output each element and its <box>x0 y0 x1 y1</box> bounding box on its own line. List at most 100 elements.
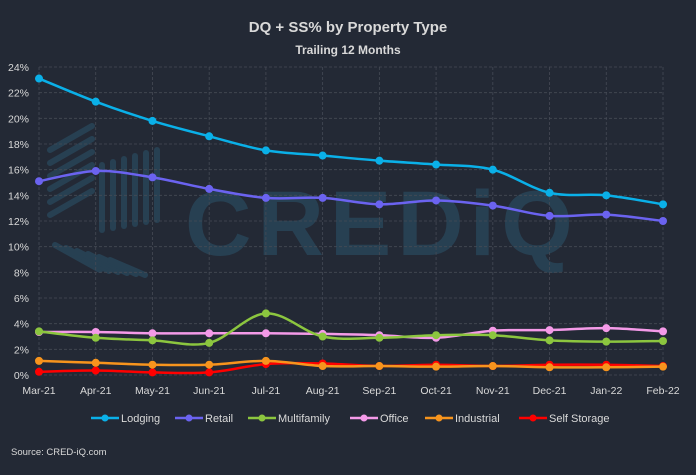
data-point-multifamily <box>602 337 611 346</box>
data-point-multifamily <box>261 309 270 318</box>
data-point-industrial <box>659 362 667 371</box>
data-point-self-storage <box>91 366 100 375</box>
legend-label: Office <box>380 413 409 425</box>
data-point-retail <box>432 196 441 205</box>
data-point-lodging <box>91 97 100 106</box>
series-line-industrial <box>38 359 664 369</box>
data-point-lodging <box>375 156 384 165</box>
legend-item-lodging: Lodging <box>91 413 160 425</box>
data-point-office <box>659 327 667 336</box>
data-point-self-storage <box>148 368 157 377</box>
data-point-lodging <box>148 116 157 125</box>
data-point-self-storage <box>35 367 43 376</box>
data-point-retail <box>148 173 157 182</box>
data-point-office <box>545 326 554 335</box>
watermark-stripe <box>47 123 95 153</box>
data-point-industrial <box>545 363 554 372</box>
y-tick-label: 4% <box>14 319 29 331</box>
data-point-office <box>602 324 611 333</box>
data-point-industrial <box>35 356 43 365</box>
legend-dot-marker <box>258 414 266 422</box>
x-tick-label: Jan-22 <box>590 385 622 397</box>
watermark-stripe <box>47 136 95 166</box>
y-tick-label: 24% <box>8 62 29 74</box>
y-tick-label: 14% <box>8 190 29 202</box>
data-point-retail <box>261 193 270 202</box>
x-tick-label: Sep-21 <box>362 385 396 397</box>
data-point-retail <box>91 166 100 175</box>
crediq-watermark-logo: CREDiQ <box>47 123 573 278</box>
data-point-office <box>205 329 214 338</box>
series-multifamily <box>35 309 667 347</box>
y-axis: 0% 2% 4% 6% 8% 10% 12% 14% 16% 18% 20% 22% 24% <box>8 62 29 382</box>
source-note: Source: CRED-iQ.com <box>11 447 107 458</box>
y-tick-label: 10% <box>8 242 29 254</box>
data-point-lodging <box>602 191 611 200</box>
x-tick-label: Apr-21 <box>80 385 112 397</box>
y-tick-label: 12% <box>8 216 29 228</box>
data-point-lodging <box>432 160 441 169</box>
series-line-office <box>38 326 664 340</box>
data-point-industrial <box>375 362 384 371</box>
data-point-multifamily <box>432 331 441 340</box>
watermark-stripe <box>63 245 112 274</box>
data-point-multifamily <box>205 338 214 347</box>
data-point-industrial <box>261 356 270 365</box>
data-point-industrial <box>205 360 214 369</box>
y-tick-label: 8% <box>14 267 29 279</box>
x-axis: Mar-21 Apr-21 May-21 Jun-21 Jul-21 Aug-21 Sep-… <box>22 385 679 397</box>
data-point-industrial <box>432 362 441 371</box>
y-tick-label: 20% <box>8 113 29 125</box>
watermark-stripe <box>52 242 103 273</box>
chart-title: DQ + SS% by Property Type <box>249 19 448 36</box>
data-point-retail <box>205 184 214 193</box>
data-point-lodging <box>545 188 554 197</box>
y-tick-label: 22% <box>8 88 29 100</box>
x-tick-label: Mar-21 <box>22 385 55 397</box>
watermark-stripe <box>96 254 139 277</box>
legend-label: Self Storage <box>549 413 610 425</box>
series-line-self-storage <box>38 361 664 375</box>
data-point-retail <box>375 200 384 209</box>
data-point-self-storage <box>205 368 214 377</box>
series-lodging <box>35 74 667 209</box>
data-point-retail <box>602 210 611 219</box>
data-point-office <box>148 329 157 338</box>
data-point-multifamily <box>659 336 667 345</box>
y-tick-label: 6% <box>14 293 29 305</box>
watermark-stripe <box>47 162 95 192</box>
data-point-lodging <box>261 146 270 155</box>
legend-label: Lodging <box>121 413 160 425</box>
legend-item-office: Office <box>350 413 409 425</box>
data-point-retail <box>318 193 327 202</box>
legend-dot-marker <box>435 414 443 422</box>
x-tick-label: Jul-21 <box>252 385 281 397</box>
legend-label: Multifamily <box>278 413 330 425</box>
x-tick-label: Aug-21 <box>306 385 340 397</box>
series-industrial <box>35 356 667 372</box>
data-point-retail <box>545 211 554 220</box>
x-tick-label: Nov-21 <box>476 385 510 397</box>
data-point-industrial <box>602 363 611 372</box>
x-tick-label: May-21 <box>135 385 170 397</box>
data-point-industrial <box>318 362 327 371</box>
legend: Lodging Retail Multifamily Office Industrial… <box>91 413 610 425</box>
legend-item-retail: Retail <box>175 413 233 425</box>
x-tick-label: Dec-21 <box>533 385 567 397</box>
legend-label: Industrial <box>455 413 500 425</box>
data-point-lodging <box>35 74 43 83</box>
data-point-multifamily <box>91 333 100 342</box>
data-point-office <box>261 329 270 338</box>
y-tick-label: 18% <box>8 139 29 151</box>
data-point-multifamily <box>488 331 497 340</box>
data-point-multifamily <box>375 333 384 342</box>
data-point-multifamily <box>148 336 157 345</box>
data-point-retail <box>35 177 43 186</box>
x-tick-label: Jun-21 <box>193 385 225 397</box>
data-point-lodging <box>659 200 667 209</box>
y-tick-label: 16% <box>8 165 29 177</box>
watermark-stripe <box>74 248 121 275</box>
x-tick-label: Feb-22 <box>646 385 679 397</box>
y-tick-label: 0% <box>14 370 29 382</box>
